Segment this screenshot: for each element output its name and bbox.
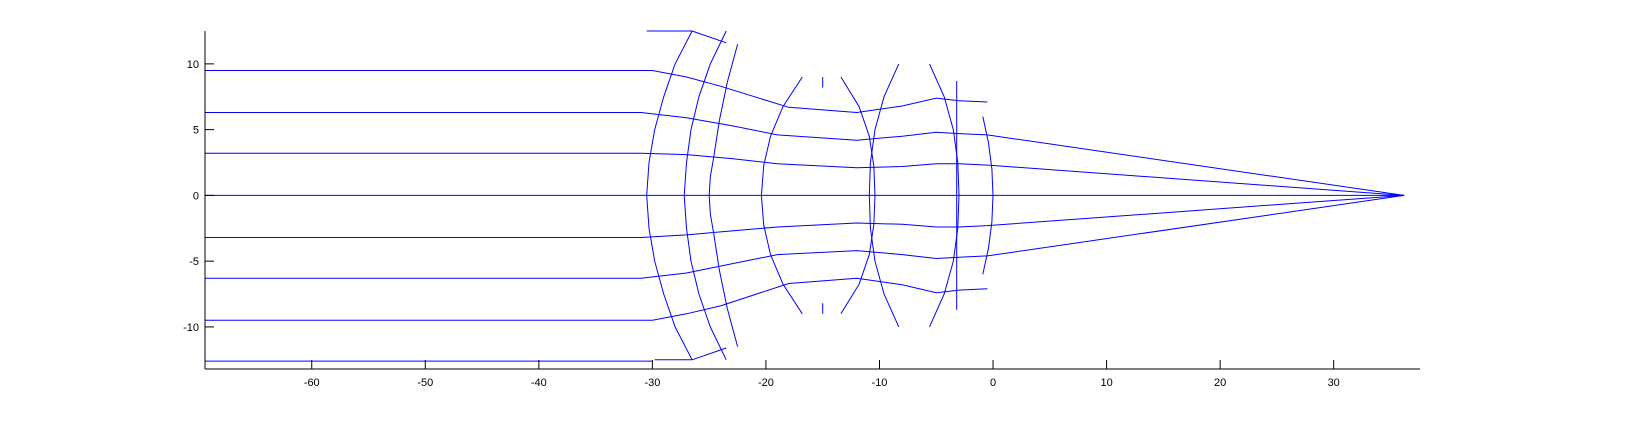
y-tick-label: -5 [189,256,199,268]
lens-edge-1 [654,347,727,361]
x-tick-label: 30 [1328,377,1340,389]
ray-0 [205,70,988,114]
ray-4 [205,194,1405,238]
y-tick-label: 5 [193,125,199,137]
x-tick-label: -10 [872,377,888,389]
x-tick-label: 10 [1100,377,1112,389]
x-tick-label: -20 [758,377,774,389]
plot-lines [205,30,1405,362]
y-tick-label: 0 [193,190,199,202]
axes: -60 -50 -40 -30 -20 -10 0 10 20 30 10 5 0 -5 -10 [183,31,1420,389]
y-tick-label: -10 [183,322,199,334]
x-tick-label: 0 [990,377,996,389]
x-tick-label: -30 [644,377,660,389]
ray-2 [205,152,1405,196]
x-tick-label: -40 [531,377,547,389]
ray-6 [205,277,988,321]
x-tick-label: 20 [1214,377,1226,389]
y-tick-label: 10 [187,59,199,71]
x-tick-label: -50 [417,377,433,389]
ray-5 [205,194,1405,279]
x-tick-label: -60 [304,377,320,389]
lens-edge-0 [646,30,727,44]
ray-1 [205,112,1405,196]
